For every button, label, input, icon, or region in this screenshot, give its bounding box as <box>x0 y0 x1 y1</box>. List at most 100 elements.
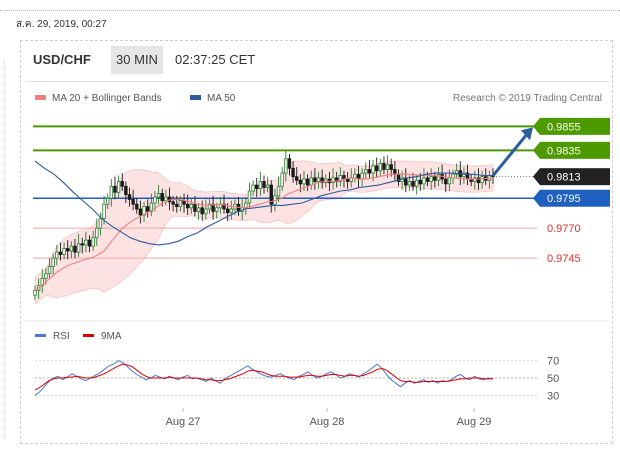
candle-body <box>116 181 121 193</box>
level-label-0.9835: 0.9835 <box>547 145 581 157</box>
candle-body <box>291 167 295 178</box>
candle-body <box>265 184 270 188</box>
candle <box>175 195 179 213</box>
candle-body <box>251 184 255 192</box>
candle <box>422 168 426 190</box>
candle-body <box>160 193 164 202</box>
candle-body <box>189 203 194 209</box>
candle-body <box>164 196 168 202</box>
candle-body <box>444 178 448 185</box>
candle-body <box>364 169 368 174</box>
candle <box>429 168 433 190</box>
rsi-tick-label: 30 <box>547 390 559 402</box>
level-label-0.9745: 0.9745 <box>547 253 581 265</box>
candle-body <box>422 177 426 185</box>
candle-body <box>247 190 252 204</box>
candle <box>80 237 84 254</box>
candle <box>385 155 390 178</box>
candle-body <box>331 177 335 184</box>
candle <box>411 173 415 192</box>
candle <box>116 175 121 199</box>
x-tick-label: Aug 29 <box>457 416 492 428</box>
chart-legend: MA 20 + Bollinger Bands MA 50 Research ©… <box>35 93 602 104</box>
candle <box>338 167 343 187</box>
candle-body <box>276 185 281 197</box>
candle <box>193 195 197 217</box>
candle-body <box>102 203 106 219</box>
candle <box>265 176 270 193</box>
candle <box>276 176 281 202</box>
candle-body <box>367 169 372 174</box>
candle-body <box>385 164 390 170</box>
x-axis: Aug 27 Aug 28 Aug 29 <box>166 408 492 428</box>
level-box-0.9855 <box>540 117 610 135</box>
candle-body <box>407 181 412 186</box>
candle-body <box>193 203 197 212</box>
candle <box>204 199 208 220</box>
candle <box>454 163 459 180</box>
level-box-0.9835 <box>540 141 610 159</box>
candle-body <box>109 185 114 199</box>
candle <box>382 156 386 175</box>
candle <box>84 231 88 253</box>
candle-body <box>255 184 259 190</box>
main-price-panel: 0.9855 0.9835 0.9813 0.9795 0.9770 0.9745 <box>33 117 610 305</box>
candle <box>149 193 154 217</box>
candle <box>138 200 143 224</box>
candle-body <box>371 165 375 174</box>
candle <box>55 244 59 266</box>
candle <box>120 173 124 192</box>
level-label-0.9855: 0.9855 <box>547 121 581 133</box>
candle <box>287 153 292 176</box>
candle-body <box>433 176 437 181</box>
ma50-legend-swatch <box>190 95 201 100</box>
candle-body <box>69 245 74 252</box>
candle <box>207 198 212 214</box>
rsi-legend-swatch <box>35 334 46 337</box>
candle-body <box>215 207 219 212</box>
candle-body <box>305 178 310 186</box>
candle-body <box>454 170 459 175</box>
candle-body <box>87 239 92 247</box>
candle-body <box>316 177 321 182</box>
level-pointer-0.9835 <box>533 141 540 159</box>
candle-body <box>476 177 481 184</box>
timeframe-badge[interactable]: 30 MIN <box>111 46 163 74</box>
candle-body <box>135 203 139 210</box>
candle-body <box>62 248 66 255</box>
candle-body <box>178 200 183 208</box>
candle-body <box>149 202 154 212</box>
candle <box>185 194 190 215</box>
candle <box>124 181 128 204</box>
forecast-arrow-head <box>521 127 533 141</box>
candle <box>211 195 215 220</box>
candle <box>444 173 448 193</box>
candle <box>251 180 255 196</box>
candle <box>305 174 310 192</box>
candle <box>345 171 350 189</box>
candle <box>258 171 263 196</box>
candle-body <box>258 181 263 190</box>
candle-body <box>66 248 70 252</box>
candle <box>105 193 110 210</box>
candle-body <box>429 176 433 182</box>
candle <box>480 170 484 189</box>
rsi-panel: 70 50 30 <box>34 356 559 402</box>
candle-body <box>145 206 150 212</box>
candle <box>247 182 252 210</box>
level-box-0.9813 <box>540 168 610 186</box>
rsi-legend-label: RSI <box>53 331 70 342</box>
candle-body <box>295 176 299 181</box>
candle-body <box>262 181 266 188</box>
candle-body <box>131 199 135 205</box>
bollinger-band <box>34 160 494 305</box>
candle <box>113 176 117 200</box>
candle-body <box>156 193 161 198</box>
candle <box>98 212 103 236</box>
candle <box>222 194 226 214</box>
candle <box>87 235 92 253</box>
rsi-ma-legend-swatch <box>83 334 94 337</box>
ma50-line <box>34 160 493 246</box>
candle <box>280 167 284 192</box>
candle-body <box>302 178 306 185</box>
